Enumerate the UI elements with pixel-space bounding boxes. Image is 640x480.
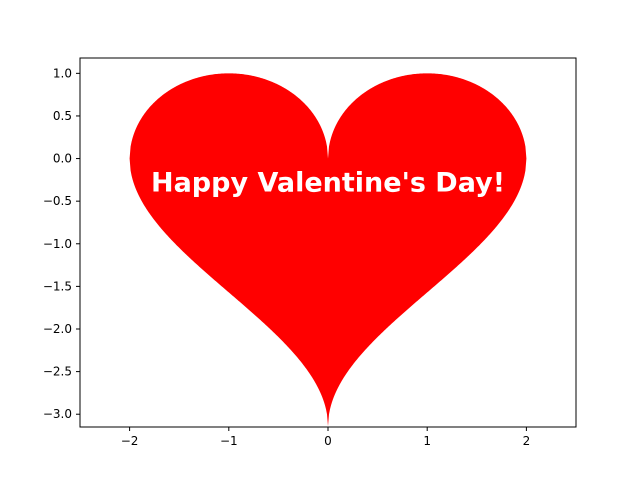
x-axis: −2 −1 0 1 2	[121, 427, 530, 448]
y-tick-label: 0.0	[53, 152, 72, 166]
y-tick-label: 1.0	[53, 66, 72, 80]
y-tick-label: −0.5	[43, 194, 72, 208]
x-tick-label: 2	[523, 434, 531, 448]
x-tick-label: 0	[324, 434, 332, 448]
heart-shape	[129, 73, 527, 427]
y-axis: 1.0 0.5 0.0 −0.5 −1.0 −1.5 −2.0 −2.5 −3.0	[43, 66, 80, 421]
x-tick-label: −2	[121, 434, 139, 448]
y-tick-label: −1.5	[43, 279, 72, 293]
y-tick-label: 0.5	[53, 109, 72, 123]
y-tick-label: −1.0	[43, 237, 72, 251]
y-tick-label: −2.5	[43, 365, 72, 379]
x-tick-label: −1	[220, 434, 238, 448]
x-tick-label: 1	[423, 434, 431, 448]
y-tick-label: −3.0	[43, 407, 72, 421]
annotation-text: Happy Valentine's Day!	[151, 168, 505, 199]
y-tick-label: −2.0	[43, 322, 72, 336]
plot-area: Happy Valentine's Day!	[129, 73, 527, 427]
